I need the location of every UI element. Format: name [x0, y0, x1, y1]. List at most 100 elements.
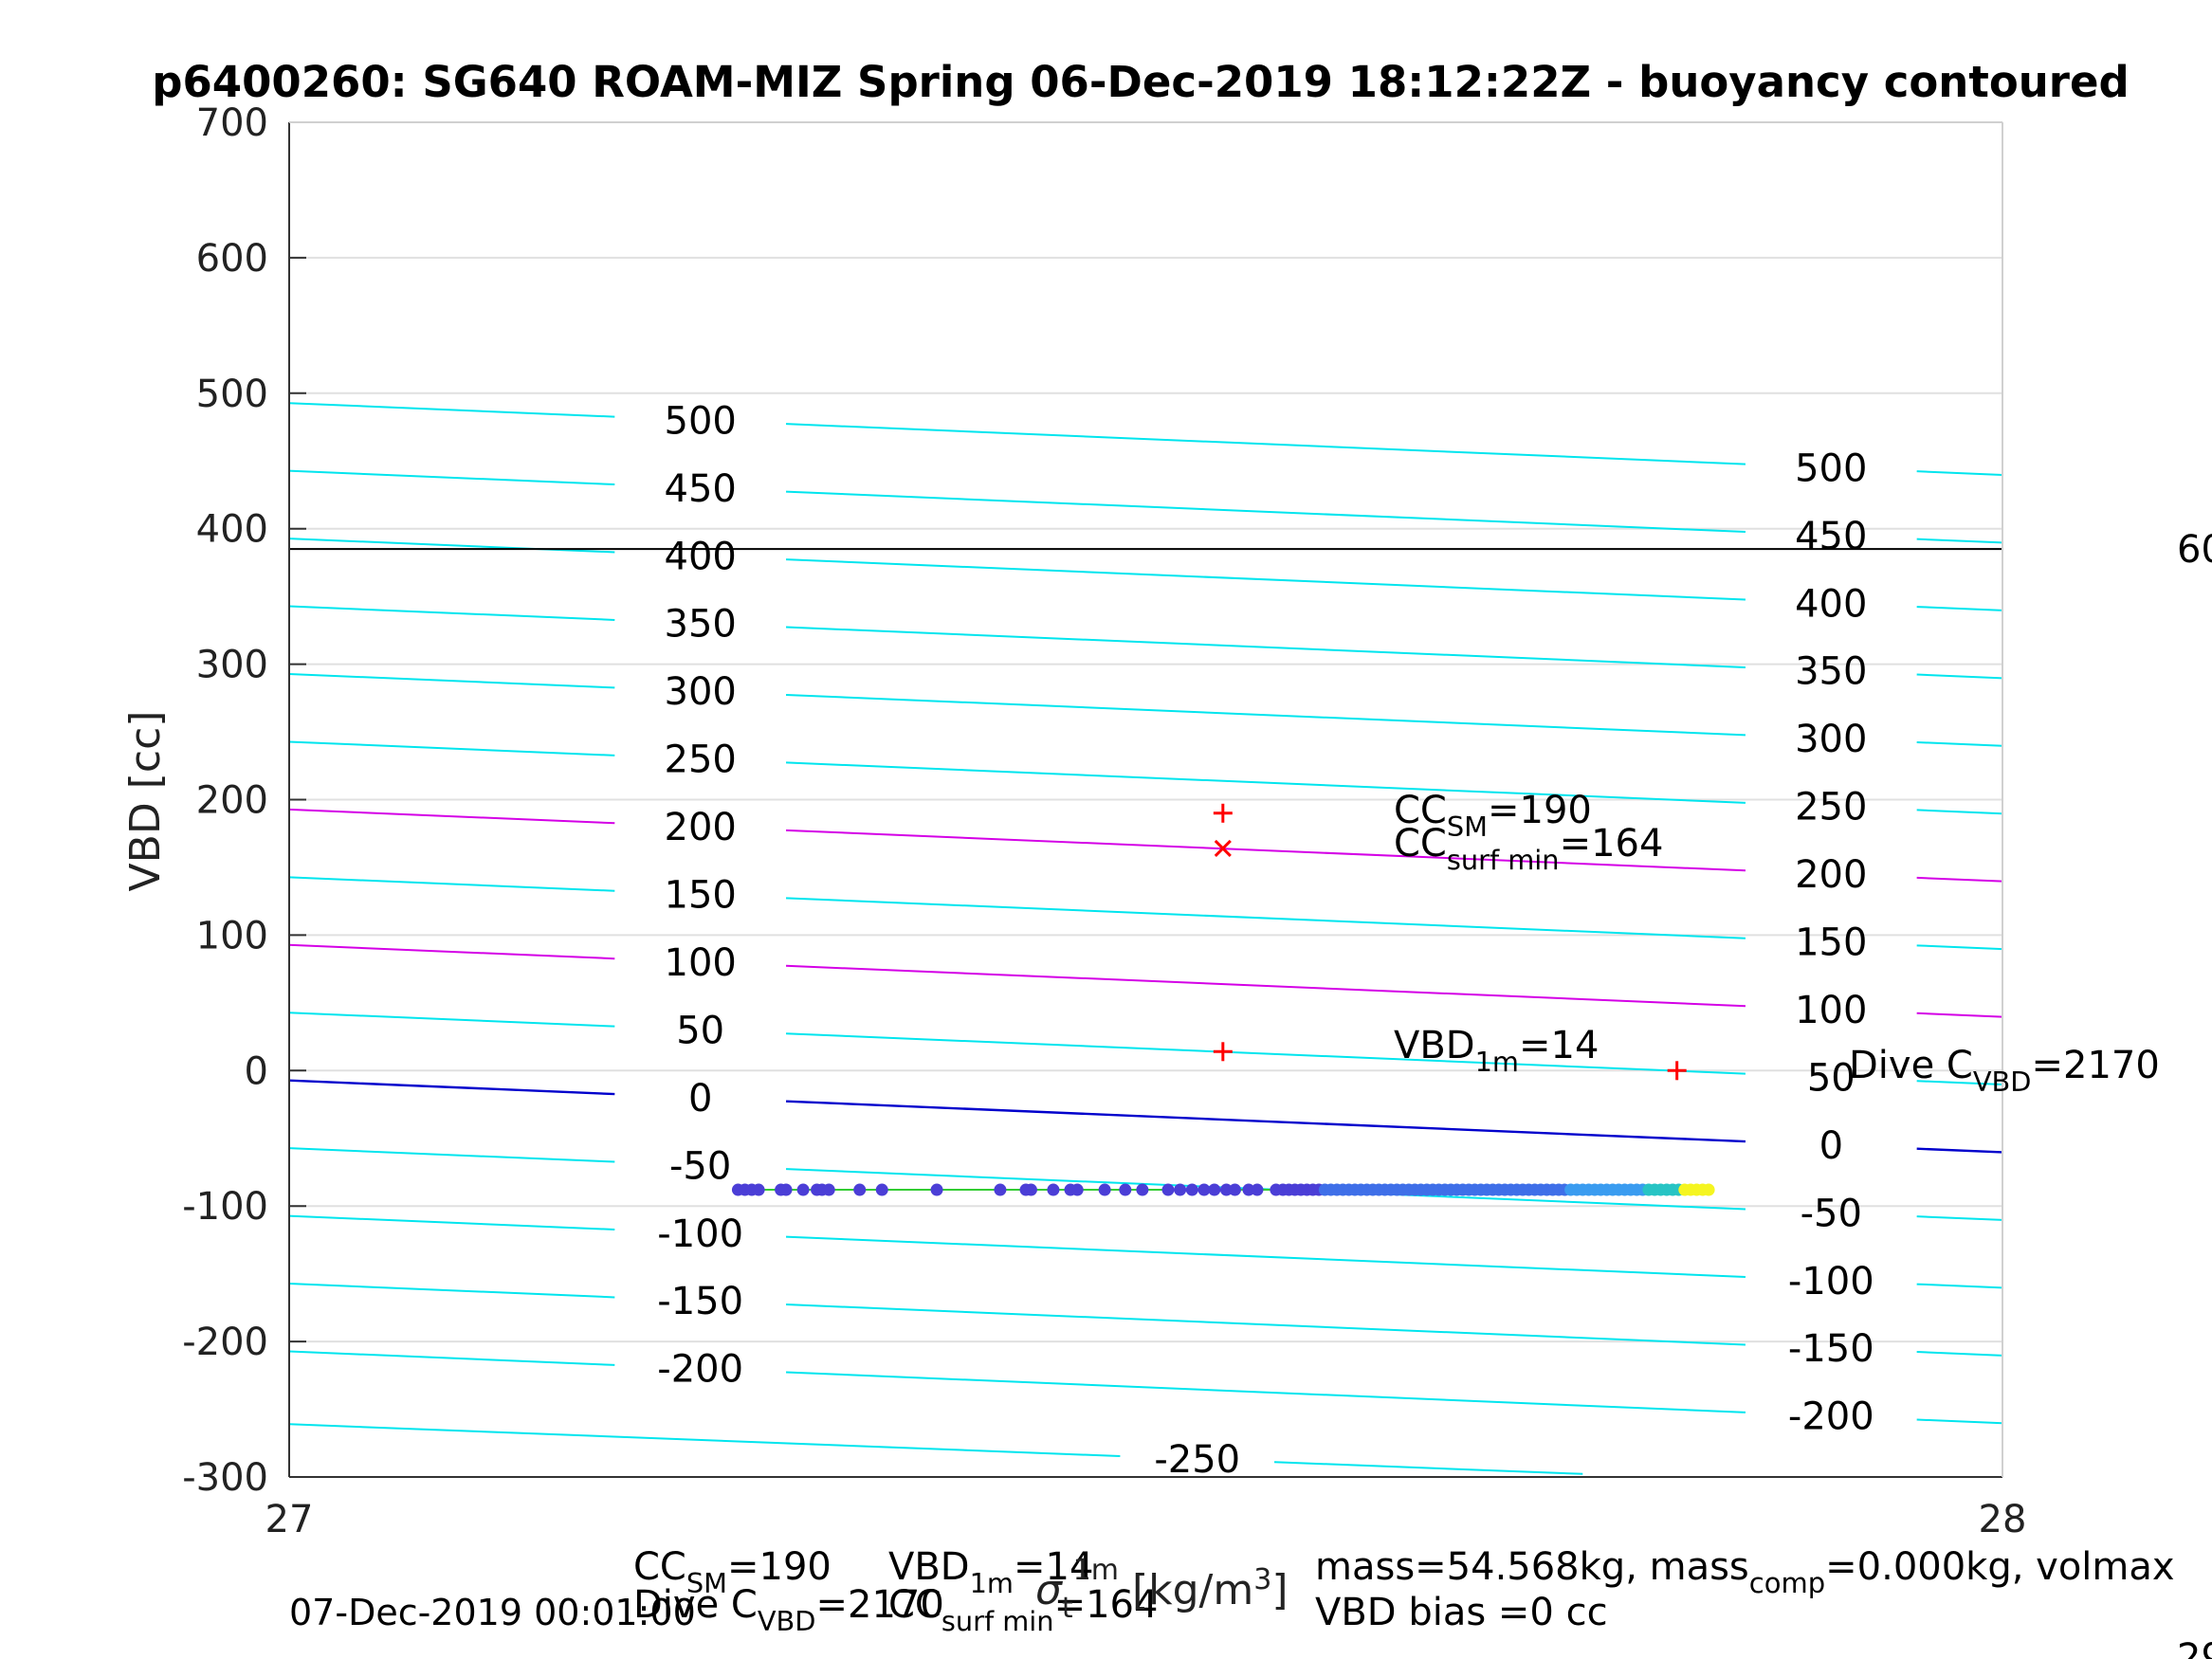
contour-line: [785, 897, 1746, 939]
contour-label: 150: [665, 874, 737, 918]
contour-line: [288, 876, 615, 892]
y-tick-label: -100: [182, 1185, 268, 1229]
contour-line: [1916, 876, 2003, 883]
data-point: [1185, 1183, 1198, 1196]
contour-label: -100: [1788, 1260, 1874, 1304]
y-tick-label: 200: [196, 779, 268, 823]
data-point: [1047, 1183, 1060, 1196]
contour-label: -150: [657, 1280, 743, 1323]
data-point: [1208, 1183, 1221, 1196]
data-point: [1219, 1183, 1233, 1196]
contour-label: -250: [1154, 1438, 1240, 1482]
y-tick-label: 700: [196, 101, 268, 145]
data-point: [1161, 1183, 1175, 1196]
contour-line: [1916, 740, 2003, 747]
contour-line: [288, 1423, 1121, 1458]
data-point: [1098, 1183, 1111, 1196]
contour-label: 450: [665, 467, 737, 511]
x-marker: [1214, 839, 1232, 858]
y-axis-label: VBD [cc]: [121, 711, 170, 892]
contour-label: -50: [669, 1144, 731, 1188]
contour-label: 50: [676, 1009, 724, 1052]
data-point: [1228, 1183, 1241, 1196]
data-point: [994, 1183, 1007, 1196]
contour-label: 200: [665, 806, 737, 849]
contour-line: [288, 1012, 615, 1028]
contour-label: 250: [1795, 786, 1867, 830]
data-point: [796, 1183, 810, 1196]
data-point: [1197, 1183, 1211, 1196]
marker-label-dive-c: Dive CVBD=2170: [1849, 1044, 2160, 1098]
contour-line: [785, 829, 1746, 872]
contour-label: 50: [1807, 1056, 1856, 1100]
contour-line: [785, 1304, 1746, 1346]
contour-line: [1916, 1147, 2003, 1154]
x-axis-label: σt1m [kg/m3]: [1035, 1554, 1288, 1625]
contour-line: [1916, 538, 2003, 544]
chart-title: p6400260: SG640 ROAM-MIZ Spring 06-Dec-2…: [152, 57, 2129, 107]
footer-corner-fragment: 29: [2177, 1636, 2212, 1659]
contour-label: 500: [1795, 447, 1867, 490]
contour-line: [1916, 1418, 2003, 1425]
data-point: [930, 1183, 943, 1196]
x-tick-label: 28: [1979, 1498, 2027, 1541]
y-tick-label: -200: [182, 1321, 268, 1364]
contour-label: 0: [1819, 1124, 1843, 1168]
contour-label: 400: [1795, 582, 1867, 626]
y-tick-label: 300: [196, 644, 268, 687]
marker-label-vbd-1m: VBD1m=14: [1394, 1024, 1599, 1078]
data-series: [731, 1183, 1715, 1196]
footer-vbd-bias: VBD bias =0 cc: [1315, 1591, 1608, 1634]
contour-label: -200: [1788, 1395, 1874, 1439]
footer-cc-sm: CCSM=190: [633, 1545, 832, 1599]
y-tick-label: 0: [245, 1049, 268, 1093]
y-tick-label: -300: [182, 1456, 268, 1500]
contour-label: 400: [665, 535, 737, 578]
x-tick-label: 27: [265, 1498, 314, 1541]
marker-label-cc-sm: CCSM=190: [1394, 789, 1592, 843]
contour-label: 350: [1795, 650, 1867, 694]
contour-label: 200: [1795, 853, 1867, 897]
data-point: [1251, 1183, 1264, 1196]
data-point: [822, 1183, 835, 1196]
contour-line: [785, 1235, 1746, 1279]
contour-label: 300: [1795, 718, 1867, 761]
data-point: [1174, 1183, 1187, 1196]
contour-line: [1916, 673, 2003, 680]
contour-line: [288, 402, 615, 418]
contour-line: [1916, 1351, 2003, 1357]
data-point: [1702, 1183, 1715, 1196]
y-tick-label: 400: [196, 508, 268, 552]
data-point: [752, 1183, 765, 1196]
contour-line: [288, 943, 615, 960]
contour-line: [288, 469, 615, 486]
y-tick-label: 500: [196, 373, 268, 416]
contour-line: [785, 558, 1746, 601]
footer-vbd-1m: VBD1m=14: [888, 1545, 1093, 1599]
contour-label: 0: [688, 1077, 712, 1121]
contour-label: 100: [1795, 989, 1867, 1032]
contour-line: [1916, 1012, 2003, 1018]
contour-line: [1916, 470, 2003, 476]
data-point: [875, 1183, 888, 1196]
contour-line: [785, 1371, 1746, 1413]
footer-cc-surf-min: CCsurf min=164: [888, 1583, 1158, 1637]
data-point: [1024, 1183, 1037, 1196]
contour-line: [288, 1283, 615, 1299]
data-point: [1070, 1183, 1084, 1196]
contour-label: 150: [1795, 921, 1867, 965]
contour-label: 500: [665, 399, 737, 443]
y-tick-label: 100: [196, 914, 268, 957]
contour-line: [1916, 1215, 2003, 1221]
contour-label: -150: [1788, 1327, 1874, 1371]
data-point: [1119, 1183, 1132, 1196]
contour-line: [785, 490, 1746, 534]
buoyancy-contours: 5005004504504004003503503003002502502002…: [288, 399, 2212, 1482]
contour-label: 450: [1795, 515, 1867, 558]
contour-label: 250: [665, 738, 737, 782]
contour-line: [785, 1100, 1746, 1143]
